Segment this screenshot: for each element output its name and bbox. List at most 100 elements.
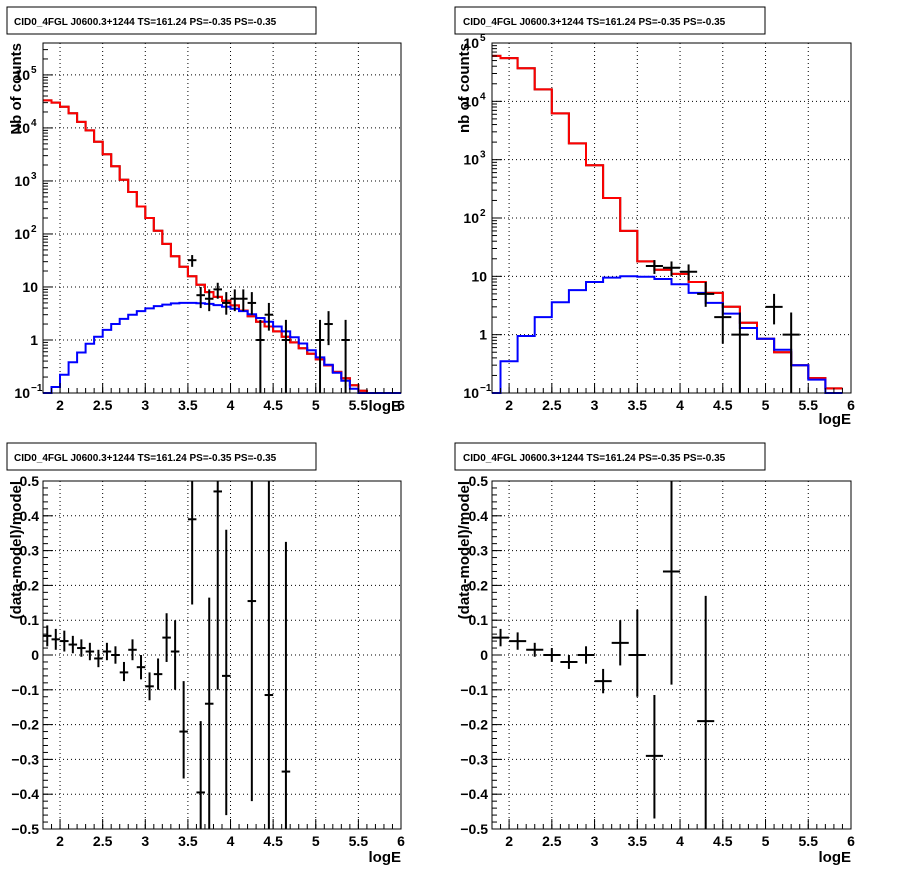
y-tick-label: 10: [463, 385, 479, 401]
panel-counts-right: CID0_4FGL J0600.3+1244 TS=161.24 PS=-0.3…: [454, 6, 855, 428]
x-tick-label: 4: [676, 833, 684, 849]
y-tick-label: 10: [471, 268, 487, 284]
data-point: [128, 639, 137, 661]
x-tick-label: 4.5: [263, 833, 283, 849]
x-tick-label: 3: [141, 397, 149, 413]
x-tick-label: 2: [505, 833, 513, 849]
data-point: [85, 642, 95, 661]
panel-counts-left: CID0_4FGL J0600.3+1244 TS=161.24 PS=-0.3…: [6, 6, 405, 415]
y-tick-label: 0.1: [469, 612, 489, 628]
data-point: [526, 642, 544, 657]
x-axis-title: logE: [819, 849, 852, 866]
data-point: [196, 286, 205, 309]
y-tick-exponent: −1: [31, 383, 43, 394]
data-point: [645, 260, 663, 274]
y-tick-label: 10: [463, 35, 479, 51]
data-point: [51, 628, 61, 650]
chart-title: CID0_4FGL J0600.3+1244 TS=161.24 PS=-0.3…: [463, 17, 726, 28]
series-group: [492, 54, 843, 394]
y-tick-label: 10: [22, 279, 38, 295]
y-tick-label: −0.2: [11, 717, 39, 733]
data-point: [145, 672, 154, 701]
y-tick-label: 10: [14, 226, 30, 242]
y-tick-label: −0.1: [11, 682, 39, 698]
data-point: [256, 319, 265, 393]
x-tick-label: 5: [762, 833, 770, 849]
title-box: [454, 6, 766, 35]
data-point: [239, 289, 248, 312]
y-tick-label: 1: [479, 327, 487, 343]
data-point: [179, 681, 188, 779]
series-group: [43, 99, 401, 394]
data-points-group: [492, 481, 715, 829]
x-tick-label: 3.5: [178, 833, 198, 849]
data-point: [196, 721, 205, 829]
y-axis-title: (data-model)/model: [8, 481, 25, 619]
y-tick-label: 0.2: [469, 577, 489, 593]
data-point: [162, 613, 171, 662]
data-points-group: [43, 481, 291, 829]
title-box: [6, 442, 317, 471]
y-tick-label: 0.5: [469, 473, 489, 489]
y-tick-label: 0.3: [20, 543, 40, 559]
data-point: [204, 289, 214, 312]
data-point: [782, 312, 800, 393]
grid: [492, 42, 852, 394]
data-point: [315, 319, 325, 393]
data-point: [111, 646, 120, 664]
y-tick-label: 0.4: [469, 508, 489, 524]
y-tick-label: 0: [480, 647, 488, 663]
series-model-total-line: [492, 54, 843, 390]
x-tick-label: 2.5: [93, 833, 113, 849]
data-point: [119, 661, 129, 682]
data-point: [213, 481, 222, 690]
y-tick-label: 1: [30, 332, 38, 348]
chart-title: CID0_4FGL J0600.3+1244 TS=161.24 PS=-0.3…: [14, 453, 277, 464]
data-point: [102, 642, 112, 661]
x-tick-label: 4: [676, 397, 684, 413]
data-point: [187, 481, 197, 605]
data-point: [714, 302, 732, 344]
y-tick-label: 10: [463, 152, 479, 168]
data-point: [68, 635, 78, 654]
data-point: [560, 655, 578, 669]
series-model-total-line: [43, 99, 401, 394]
data-point: [731, 312, 749, 393]
x-tick-label: 2.5: [542, 833, 562, 849]
data-point: [594, 668, 612, 694]
x-tick-label: 6: [847, 833, 855, 849]
plot-frame: [491, 42, 852, 394]
x-tick-label: 4.5: [713, 397, 733, 413]
data-point: [187, 255, 197, 267]
series-model-src-line: [43, 301, 401, 394]
title-box: [6, 6, 317, 35]
axes-group: 2 2.5 3 3.5 4 4.5 5 5.5 6 −0.5 −0.4 −0.3 −0.2 −0.1 0 0.…: [11, 473, 405, 849]
x-tick-label: 3: [591, 833, 599, 849]
data-point: [222, 292, 231, 315]
data-point: [264, 481, 274, 829]
data-point: [222, 529, 231, 816]
x-axis-title: logE: [819, 411, 852, 428]
x-tick-label: 3.5: [178, 397, 198, 413]
data-point: [43, 625, 52, 647]
data-point: [341, 319, 350, 393]
x-tick-label: 4: [227, 833, 235, 849]
data-point: [697, 281, 715, 307]
y-tick-exponent: 5: [480, 33, 486, 44]
data-point: [247, 292, 257, 315]
x-tick-label: 6: [397, 833, 405, 849]
y-tick-label: 0.2: [20, 577, 40, 593]
series-model-bkg-line: [43, 99, 401, 394]
chart-title: CID0_4FGL J0600.3+1244 TS=161.24 PS=-0.3…: [463, 453, 726, 464]
data-point: [662, 481, 681, 685]
series-model-bkg-line: [492, 54, 843, 390]
x-axis-title: logE: [369, 398, 402, 415]
y-tick-label: 0: [31, 647, 39, 663]
y-tick-label: 0.4: [20, 508, 40, 524]
y-tick-label: 0.5: [20, 473, 40, 489]
y-tick-label: −0.2: [460, 717, 488, 733]
data-point: [662, 261, 681, 277]
panel-residual-right: CID0_4FGL J0600.3+1244 TS=161.24 PS=-0.3…: [454, 442, 855, 866]
